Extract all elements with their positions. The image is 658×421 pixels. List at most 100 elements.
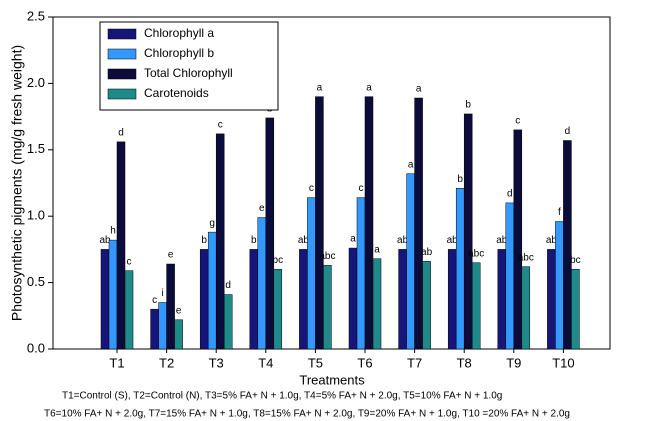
y-tick-label: 1.5 <box>27 141 45 156</box>
significance-letter: b <box>457 174 463 185</box>
significance-letter: a <box>374 244 380 255</box>
significance-letter: d <box>118 127 124 138</box>
significance-letter: c <box>309 183 314 194</box>
bar <box>207 231 217 350</box>
y-tick-label: 0.0 <box>27 340 45 355</box>
significance-letter: bc <box>570 255 581 266</box>
y-tick-label: 2.5 <box>27 8 45 23</box>
bar <box>100 249 110 350</box>
bar <box>414 97 423 350</box>
bar <box>455 188 465 350</box>
bar <box>315 96 324 350</box>
legend-label: Chlorophyll b <box>144 46 214 60</box>
bar <box>108 239 118 350</box>
significance-letter: g <box>209 218 215 229</box>
bar <box>215 133 225 350</box>
significance-letter: b <box>465 100 471 111</box>
bar <box>166 263 175 350</box>
bar <box>356 197 366 350</box>
significance-letter: c <box>218 120 223 131</box>
significance-letter: ab <box>421 247 433 258</box>
bar <box>265 117 275 350</box>
x-tick-label: T9 <box>506 355 521 370</box>
x-tick-label: T5 <box>308 355 323 370</box>
bar <box>158 302 167 350</box>
legend-swatch <box>107 68 137 80</box>
bar <box>513 129 523 350</box>
significance-letter: a <box>366 82 372 93</box>
significance-letter: a <box>317 82 323 93</box>
x-tick-label: T10 <box>552 355 574 370</box>
x-tick-label: T3 <box>209 355 224 370</box>
significance-letter: a <box>350 234 356 245</box>
significance-letter: e <box>168 250 174 261</box>
significance-letter: c <box>127 256 132 267</box>
bar <box>422 261 431 350</box>
y-tick-label: 1.0 <box>27 208 45 223</box>
bar <box>124 270 134 350</box>
bar <box>257 217 267 350</box>
significance-letter: ab <box>99 235 111 246</box>
x-tick-label: T4 <box>258 355 273 370</box>
significance-letter: d <box>225 280 231 291</box>
y-axis-title: Photosynthetic pigments (mg/g fresh weig… <box>9 45 25 321</box>
significance-letter: h <box>110 226 116 237</box>
legend-label: Carotenoids <box>144 86 209 100</box>
bar <box>521 266 531 350</box>
bar <box>497 249 507 350</box>
bar <box>323 265 332 350</box>
significance-letter: c <box>152 295 157 306</box>
x-axis-title: Treatments <box>299 372 365 387</box>
significance-letter: d <box>507 189 513 200</box>
y-tick-label: 0.5 <box>27 274 45 289</box>
bar <box>299 249 308 350</box>
legend-swatch <box>107 88 137 100</box>
significance-letter: ab <box>298 235 310 246</box>
significance-letter: a <box>408 159 414 170</box>
bar <box>471 262 481 350</box>
bar <box>364 96 374 350</box>
significance-letter: ab <box>397 235 409 246</box>
bar <box>199 249 209 350</box>
significance-letter: ab <box>546 235 558 246</box>
significance-letter: abc <box>518 252 534 263</box>
bar <box>307 197 316 350</box>
bar <box>273 269 283 350</box>
x-tick-label: T1 <box>109 355 124 370</box>
bar <box>406 173 415 350</box>
x-tick-label: T7 <box>407 355 422 370</box>
bar <box>571 269 580 350</box>
significance-letter: ab <box>496 235 508 246</box>
bar <box>348 247 358 350</box>
significance-letter: c <box>359 183 364 194</box>
bar <box>463 113 473 350</box>
bar <box>563 140 572 350</box>
significance-letter: d <box>565 126 571 137</box>
legend-label: Chlorophyll a <box>144 26 214 40</box>
significance-letter: e <box>176 305 182 316</box>
significance-letter: e <box>259 203 265 214</box>
significance-letter: i <box>161 288 163 299</box>
bar <box>372 258 382 350</box>
y-tick-label: 2.0 <box>27 75 45 90</box>
significance-letter: abc <box>319 251 335 262</box>
x-tick-label: T2 <box>159 355 174 370</box>
significance-letter: b <box>251 235 257 246</box>
bar <box>249 249 259 350</box>
bar <box>398 249 407 350</box>
significance-letter: bc <box>273 255 284 266</box>
significance-letter: f <box>558 207 561 218</box>
bar <box>174 319 183 350</box>
significance-letter: c <box>515 116 520 127</box>
legend-label: Total Chlorophyll <box>144 66 233 80</box>
footnote: T1=Control (S), T2=Control (N), T3=5% FA… <box>62 391 502 402</box>
significance-letter: b <box>201 235 207 246</box>
bar <box>555 221 564 350</box>
footnote: T6=10% FA+ N + 2.0g, T7=15% FA+ N + 1.0g… <box>44 409 570 420</box>
bar <box>223 294 233 350</box>
bar <box>505 202 515 350</box>
bar <box>447 249 457 350</box>
x-tick-label: T8 <box>457 355 472 370</box>
legend-swatch <box>107 28 137 40</box>
